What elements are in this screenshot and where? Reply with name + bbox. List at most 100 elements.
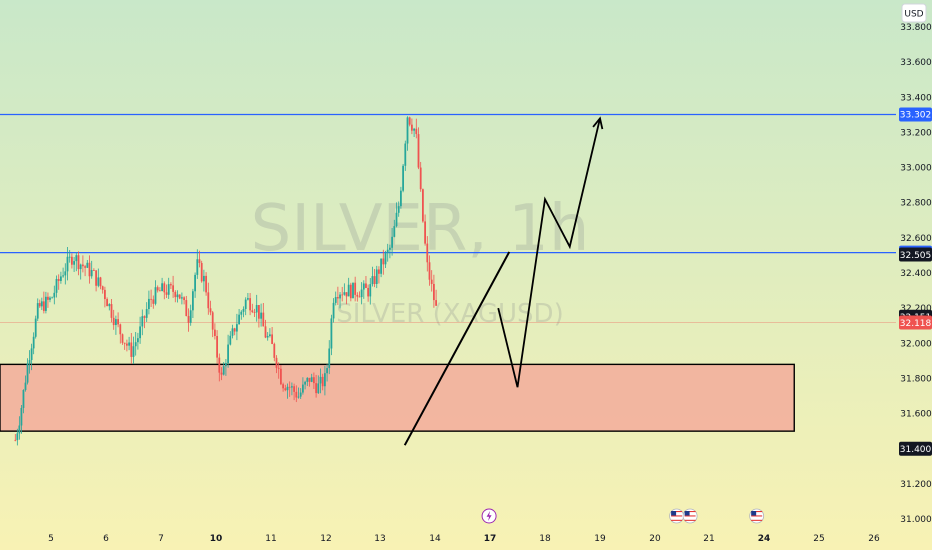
candle [95, 270, 97, 292]
candle [163, 281, 166, 300]
candle [214, 323, 216, 340]
price-badge-4: 31.400 [899, 441, 932, 456]
x-tick-label: 14 [429, 534, 441, 544]
candle [40, 297, 43, 311]
projection-zigzag[interactable] [497, 118, 601, 388]
candle [119, 323, 122, 344]
x-tick-label: 6 [103, 534, 109, 544]
candle [161, 277, 163, 292]
demand-zone[interactable] [0, 363, 795, 432]
candle [123, 342, 126, 350]
candle [150, 289, 152, 307]
candle [222, 362, 225, 376]
x-axis[interactable]: 5 6 7 10 11 12 13 14 17 18 19 20 21 24 25 26 [48, 534, 880, 544]
candle [330, 314, 333, 356]
y-tick-label: 32.200 [900, 304, 932, 314]
candle [115, 315, 117, 335]
candle [97, 268, 100, 288]
candles-layer [14, 116, 437, 446]
candle [424, 214, 426, 246]
candle [293, 383, 295, 401]
candle [395, 202, 398, 228]
candle [159, 287, 161, 292]
candle [336, 286, 339, 305]
candle [64, 263, 67, 285]
lightning-event-icon[interactable] [481, 508, 497, 524]
candle [185, 295, 188, 317]
candle [176, 290, 179, 303]
candle [106, 297, 108, 307]
y-tick-label: 32.400 [900, 269, 932, 279]
candle [244, 297, 247, 316]
candle [428, 255, 431, 286]
candle [260, 303, 262, 327]
candle [30, 343, 33, 371]
candle [183, 296, 185, 305]
candle [413, 127, 415, 137]
candle [194, 272, 196, 298]
candle [295, 385, 298, 403]
candle [255, 294, 258, 322]
candle [402, 164, 404, 193]
drawings-layer[interactable] [403, 116, 604, 446]
candle [275, 355, 278, 374]
candle [229, 331, 232, 346]
candle [341, 286, 344, 302]
candle [240, 310, 243, 320]
candle [378, 266, 380, 284]
candle [34, 315, 37, 339]
candle [302, 377, 304, 395]
us-flag-event-icon-2[interactable] [682, 508, 698, 524]
candle [326, 364, 328, 382]
svg-text:31.400: 31.400 [900, 445, 932, 455]
us-flag-event-icon-3[interactable] [749, 508, 765, 524]
candle [216, 330, 218, 364]
watermark-pair: SILVER (XAGUSD) [336, 299, 563, 329]
candle [68, 250, 71, 263]
candle [57, 274, 60, 290]
y-tick-label: 31.800 [900, 374, 932, 384]
candle [345, 292, 348, 305]
svg-text:33.302: 33.302 [900, 111, 932, 121]
x-tick-label: 10 [210, 534, 223, 544]
x-tick-label: 21 [703, 534, 714, 544]
candle [406, 116, 409, 151]
candle [304, 380, 306, 390]
candle [269, 328, 271, 338]
candle [404, 140, 407, 171]
candle [205, 272, 207, 296]
candle [26, 358, 29, 385]
events-layer[interactable] [481, 508, 765, 524]
y-axis[interactable]: 31.000 31.200 31.400 31.600 31.800 32.000 32.2… [899, 23, 932, 525]
candle [82, 255, 84, 273]
candle [167, 277, 170, 299]
candle [393, 219, 396, 238]
y-tick-label: 32.800 [900, 199, 932, 209]
candle [84, 264, 86, 277]
candle [277, 362, 280, 379]
candle [253, 308, 256, 318]
trendline[interactable] [403, 251, 511, 446]
candle [382, 249, 385, 275]
candle [386, 243, 389, 262]
candle [16, 428, 19, 446]
candle [415, 118, 418, 139]
x-tick-label: 17 [484, 534, 497, 544]
candle [45, 291, 47, 314]
candle [42, 291, 45, 314]
candle [389, 244, 391, 259]
candle [319, 368, 322, 394]
candle [391, 228, 393, 256]
candle [62, 267, 64, 278]
candle [90, 260, 93, 279]
currency-button[interactable]: USD [901, 3, 927, 23]
us-flag-event-icon-1[interactable] [669, 508, 684, 524]
y-tick-label: 31.200 [900, 480, 932, 490]
candle [373, 269, 376, 288]
candle [384, 250, 387, 268]
candle [227, 334, 229, 368]
candle [148, 290, 150, 315]
candle [60, 271, 62, 284]
candle [347, 277, 350, 297]
